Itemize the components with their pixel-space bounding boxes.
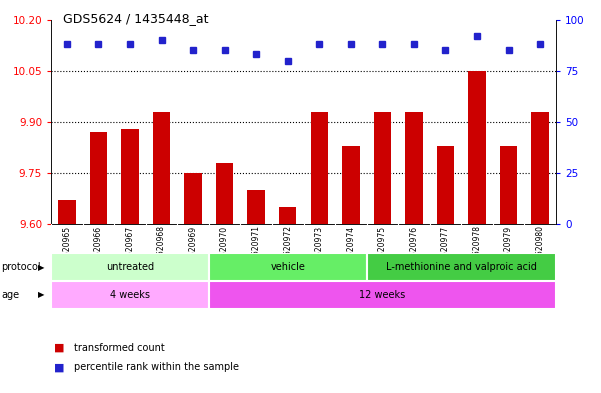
Bar <box>374 112 391 224</box>
Text: protocol: protocol <box>1 262 41 272</box>
Bar <box>437 146 454 224</box>
Bar <box>209 281 556 309</box>
Bar <box>342 146 359 224</box>
Bar <box>468 71 486 224</box>
Bar <box>405 112 423 224</box>
Bar <box>216 163 233 224</box>
Text: 4 weeks: 4 weeks <box>110 290 150 300</box>
Bar <box>90 132 107 224</box>
Bar <box>58 200 76 224</box>
Text: 12 weeks: 12 weeks <box>359 290 406 300</box>
Text: L-methionine and valproic acid: L-methionine and valproic acid <box>386 262 537 272</box>
Bar <box>185 173 202 224</box>
Bar <box>500 146 517 224</box>
Text: transformed count: transformed count <box>74 343 165 353</box>
Text: vehicle: vehicle <box>270 262 305 272</box>
Bar <box>153 112 170 224</box>
Bar <box>531 112 549 224</box>
Text: GDS5624 / 1435448_at: GDS5624 / 1435448_at <box>63 12 209 25</box>
Bar <box>279 207 296 224</box>
Bar <box>248 190 265 224</box>
Text: ▶: ▶ <box>38 290 44 299</box>
Text: age: age <box>1 290 19 300</box>
Bar <box>311 112 328 224</box>
Text: ▶: ▶ <box>38 263 44 272</box>
Bar <box>51 253 209 281</box>
Bar <box>209 253 367 281</box>
Text: percentile rank within the sample: percentile rank within the sample <box>74 362 239 373</box>
Text: ■: ■ <box>54 343 64 353</box>
Bar <box>367 253 556 281</box>
Text: untreated: untreated <box>106 262 154 272</box>
Bar <box>51 281 209 309</box>
Text: ■: ■ <box>54 362 64 373</box>
Bar <box>121 129 139 224</box>
